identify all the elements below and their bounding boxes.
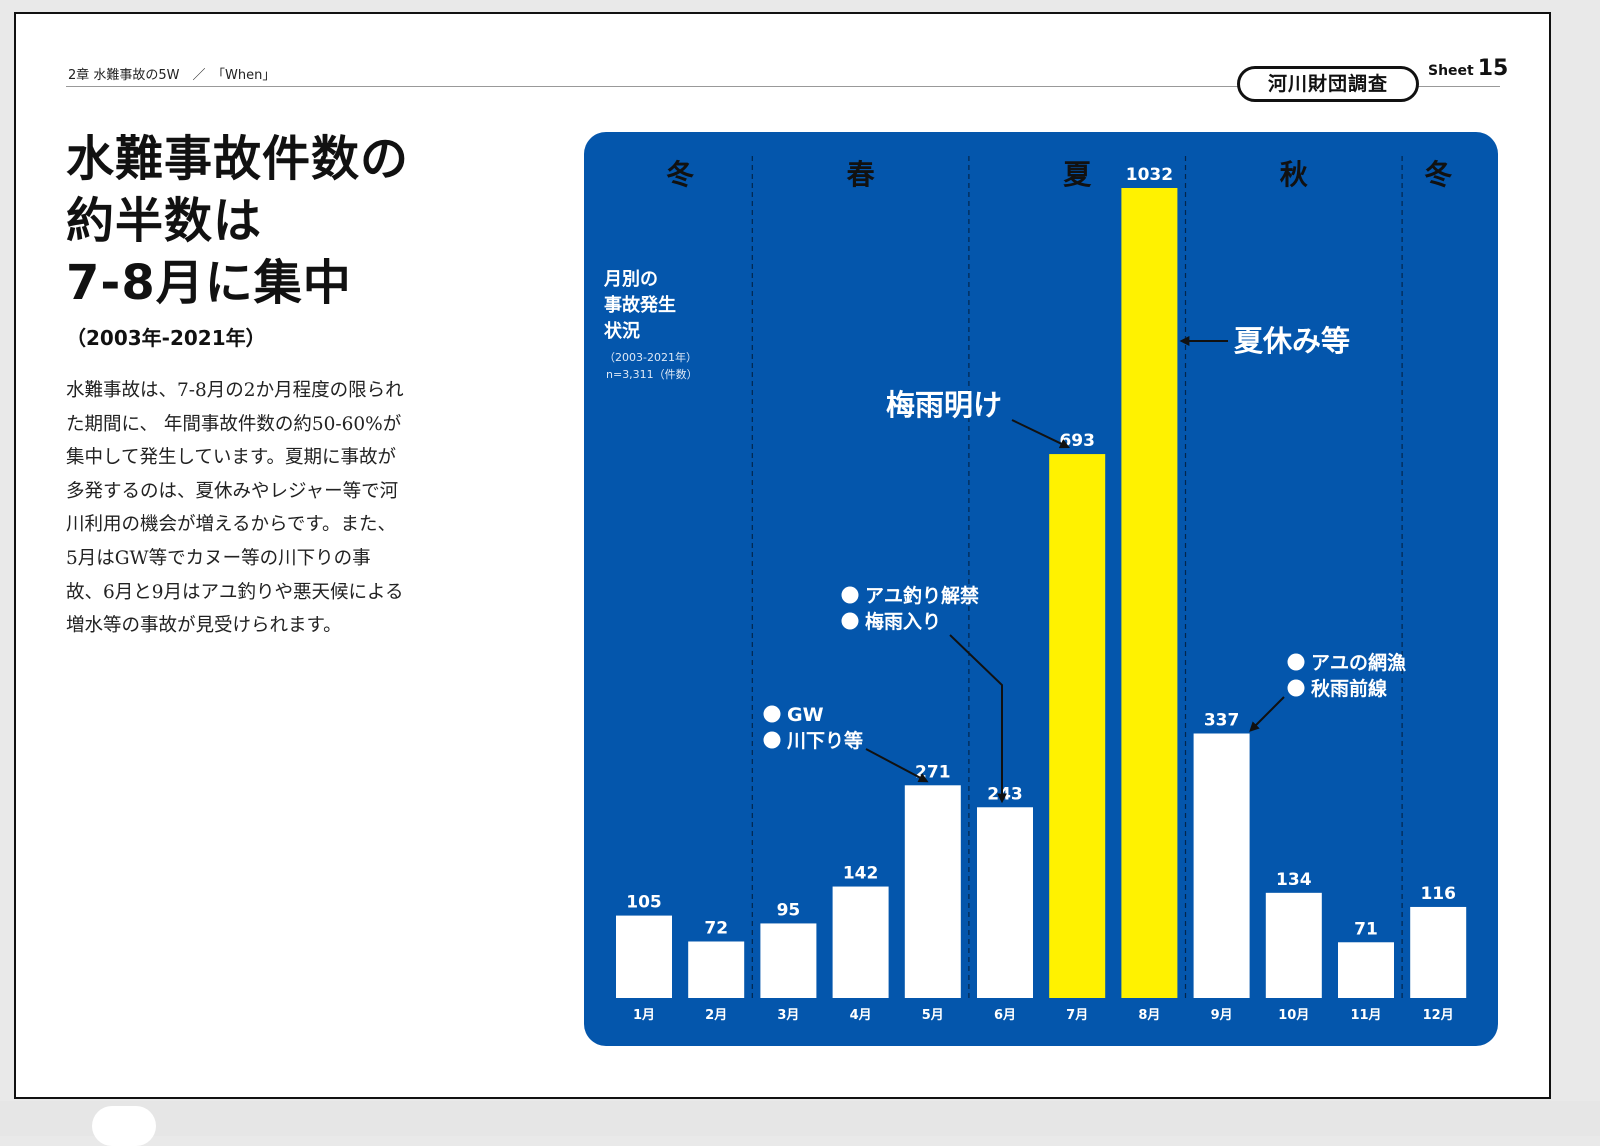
bottom-bar: [0, 1101, 1600, 1136]
chart-title-line-2: 事故発生: [604, 294, 676, 316]
sheet-number: 15: [1477, 56, 1509, 81]
chart-title-line-3: 状況: [604, 320, 640, 342]
chart-subtitle-line-2: n=3,311（件数）: [606, 368, 698, 381]
value-label-5: 271: [915, 762, 951, 782]
bullet-icon: [841, 612, 859, 630]
bullet-icon: [1287, 653, 1305, 671]
title-line-3: 7-8月に集中: [66, 255, 352, 311]
category-label-2: 2月: [705, 1008, 727, 1023]
period-label: （2003年-2021年）: [66, 326, 266, 350]
chart-panel: 冬 春 夏 秋 冬 月別の 事故発生 状況 （2003-2021年） n=3,311（件…: [584, 132, 1498, 1046]
category-label-6: 6月: [994, 1008, 1016, 1023]
page-title: 水難事故件数の 約半数は 7-8月に集中: [66, 128, 486, 314]
bar-8: [1121, 188, 1178, 998]
bar-4: [832, 886, 889, 998]
sheet-label: Sheet: [1428, 63, 1474, 79]
value-label-2: 72: [704, 918, 728, 938]
category-label-1: 1月: [633, 1008, 655, 1023]
annotation-arrow-3: [949, 634, 1007, 804]
season-label-2: 春: [847, 158, 875, 191]
annotation-1: 夏休み等: [1179, 324, 1350, 358]
annotation-arrow-5: [1249, 696, 1285, 732]
header-divider: [66, 86, 1500, 87]
bar-5: [904, 785, 961, 998]
annotation-arrow-2: [1011, 419, 1071, 449]
category-label-11: 11月: [1350, 1008, 1381, 1023]
bar-2: [688, 941, 745, 998]
value-label-8: 1032: [1126, 165, 1173, 185]
bar-6: [977, 807, 1033, 998]
value-label-12: 116: [1420, 884, 1456, 904]
body-paragraph: 水難事故は、7-8月の2か月程度の限られた期間に、 年間事故件数の約50-60%…: [66, 380, 404, 637]
annotation-text-5-1: アユの網漁: [1311, 651, 1406, 674]
breadcrumb: 2章 水難事故の5W ／ 「When」: [68, 68, 276, 83]
bar-1: [616, 915, 672, 998]
category-label-10: 10月: [1278, 1008, 1309, 1023]
value-labels: 105 72 95 142 271 243 693 1032 337 134 71 116: [626, 165, 1456, 939]
bullet-icon: [1287, 679, 1305, 697]
bullet-icon: [763, 705, 781, 723]
season-label-1: 冬: [666, 158, 694, 191]
bullet-icon: [763, 731, 781, 749]
category-label-12: 12月: [1423, 1008, 1454, 1023]
category-label-4: 4月: [850, 1008, 872, 1023]
value-label-10: 134: [1276, 870, 1312, 890]
chart-heading: 月別の 事故発生 状況 （2003-2021年） n=3,311（件数）: [603, 269, 698, 381]
bars: [616, 188, 1467, 999]
value-label-1: 105: [626, 893, 662, 913]
bar-9: [1193, 733, 1250, 998]
season-label-3: 夏: [1063, 158, 1092, 191]
value-label-4: 142: [843, 864, 879, 884]
annotation-text-2-1: 梅雨明け: [886, 388, 1002, 422]
bar-7: [1049, 454, 1106, 999]
season-label-4: 秋: [1280, 158, 1309, 191]
bullet-icon: [841, 586, 859, 604]
sheet-indicator: Sheet 15: [1428, 56, 1508, 81]
category-label-5: 5月: [922, 1008, 944, 1023]
chart-title-line-1: 月別の: [603, 269, 658, 290]
season-label-5: 冬: [1424, 158, 1452, 191]
annotation-text-3-1: アユ釣り解禁: [865, 584, 979, 607]
title-line-1: 水難事故件数の: [66, 131, 410, 187]
bar-3: [760, 923, 817, 998]
value-label-6: 243: [987, 784, 1023, 804]
value-label-9: 337: [1204, 710, 1240, 730]
bar-12: [1410, 906, 1467, 998]
value-label-11: 71: [1354, 919, 1378, 939]
value-label-3: 95: [777, 900, 801, 920]
annotation-4: GW 川下り等: [763, 704, 929, 783]
category-label-7: 7月: [1066, 1008, 1088, 1023]
season-labels: 冬春夏秋冬: [666, 158, 1452, 191]
annotation-text-3-2: 梅雨入り: [865, 610, 941, 633]
category-label-8: 8月: [1138, 1008, 1160, 1023]
annotation-text-4-1: GW: [787, 704, 824, 726]
bar-chart: 冬 春 夏 秋 冬 月別の 事故発生 状況 （2003-2021年） n=3,311（件…: [603, 156, 1467, 1023]
category-label-3: 3月: [777, 1008, 799, 1023]
bottom-tab[interactable]: [92, 1106, 156, 1146]
source-badge: 河川財団調査: [1237, 66, 1419, 102]
annotation-text-1-1: 夏休み等: [1234, 324, 1350, 358]
bar-11: [1338, 942, 1394, 998]
annotation-text-5-2: 秋雨前線: [1311, 677, 1387, 700]
value-label-7: 693: [1059, 431, 1095, 451]
category-labels: 1月 2月 3月 4月 5月 6月 7月 8月 9月 10月 11月 12月: [633, 1008, 1454, 1023]
bar-10: [1265, 892, 1322, 998]
annotation-arrow-4: [865, 748, 929, 783]
annotation-2: 梅雨明け: [886, 388, 1071, 449]
chart-subtitle-line-1: （2003-2021年）: [604, 350, 697, 364]
annotation-text-4-2: 川下り等: [786, 729, 863, 752]
category-label-9: 9月: [1211, 1008, 1233, 1023]
title-line-2: 約半数は: [66, 193, 263, 249]
